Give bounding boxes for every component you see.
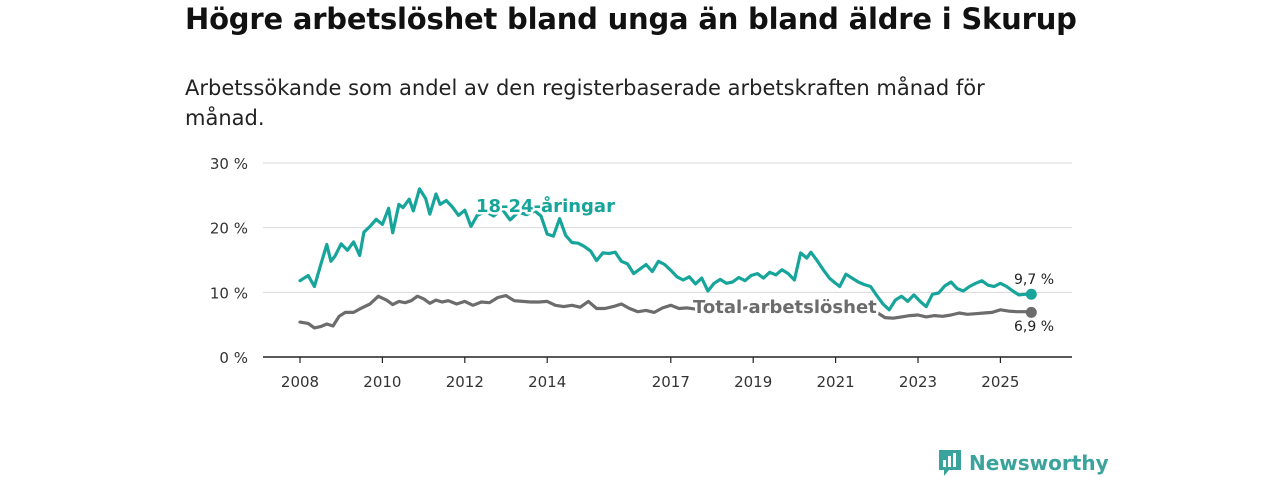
end-marker-total bbox=[1025, 306, 1037, 318]
x-tick-label: 2008 bbox=[281, 373, 319, 391]
end-marker-youth bbox=[1025, 288, 1037, 300]
x-tick-label: 2023 bbox=[899, 373, 937, 391]
series-label-total: Total arbetslöshet bbox=[693, 297, 877, 318]
x-tick-label: 2021 bbox=[817, 373, 855, 391]
series-lines bbox=[298, 187, 1037, 330]
chart-subtitle: Arbetssökande som andel av den registerb… bbox=[185, 76, 985, 130]
series-line-youth bbox=[298, 187, 1033, 312]
x-tick-label: 2010 bbox=[363, 373, 401, 391]
series-label-youth: 18-24-åringar bbox=[476, 195, 615, 217]
brand-name: Newsworthy bbox=[969, 451, 1109, 475]
chart-title: Högre arbetslöshet bland unga än bland ä… bbox=[185, 2, 1077, 36]
y-tick-label: 20 % bbox=[210, 220, 248, 238]
newsworthy-logo-icon bbox=[939, 450, 961, 476]
y-tick-label: 10 % bbox=[210, 284, 248, 302]
gridlines bbox=[263, 162, 1072, 293]
axes: 0 % 10 % 20 % 30 % 2008 2010 2012 2014 2017 2019 2… bbox=[210, 155, 1072, 391]
y-tick-label: 0 % bbox=[219, 349, 248, 367]
x-tick-label: 2017 bbox=[652, 373, 690, 391]
x-tick-label: 2012 bbox=[446, 373, 484, 391]
x-tick-label: 2014 bbox=[528, 373, 566, 391]
series-line-total bbox=[298, 294, 1033, 330]
newsworthy-brand[interactable]: Newsworthy bbox=[937, 448, 1109, 478]
series-label-total-halo: Total arbetslöshet bbox=[693, 297, 877, 318]
end-value-youth: 9,7 % bbox=[1014, 272, 1054, 288]
end-value-total: 6,9 % bbox=[1014, 319, 1054, 335]
x-tick-label: 2019 bbox=[734, 373, 772, 391]
y-tick-label: 30 % bbox=[210, 155, 248, 173]
x-tick-label: 2025 bbox=[981, 373, 1019, 391]
series-label-youth-halo: 18-24-åringar bbox=[476, 195, 615, 217]
